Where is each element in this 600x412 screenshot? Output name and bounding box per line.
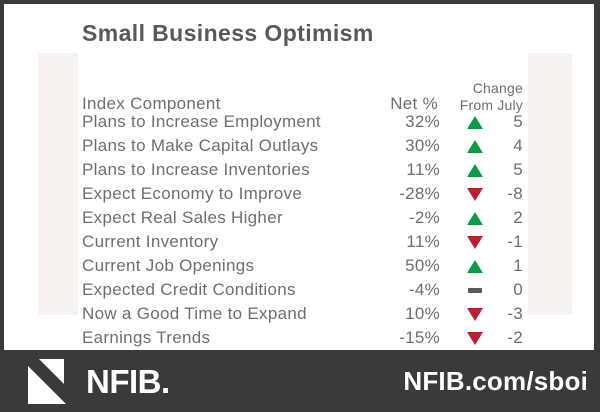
row-change-symbol — [455, 187, 495, 201]
row-change-value: 1 — [513, 256, 523, 275]
index-component-table: Plans to Increase Employment 32% 5 Plans… — [82, 110, 523, 350]
table-row: Expected Credit Conditions -4% 0 — [82, 278, 523, 302]
row-component-label: Now a Good Time to Expand — [82, 304, 307, 323]
row-component-label: Expect Real Sales Higher — [82, 208, 283, 227]
row-component-label: Plans to Make Capital Outlays — [82, 136, 319, 155]
row-change-value: 0 — [513, 280, 523, 299]
table-row: Expect Economy to Improve -28% -8 — [82, 182, 523, 206]
table-row: Now a Good Time to Expand 10% -3 — [82, 302, 523, 326]
down-triangle-icon — [467, 187, 483, 201]
row-component-label: Plans to Increase Inventories — [82, 160, 310, 179]
footer-url-text: NFIB.com/sboi — [403, 365, 588, 396]
row-net-percent-value: 11% — [406, 232, 440, 251]
row-change-symbol — [455, 163, 495, 177]
nfib-logo-icon — [28, 358, 66, 404]
row-net-percent-value: 11% — [406, 160, 440, 179]
frame-border-left — [0, 0, 4, 412]
table-row: Expect Real Sales Higher -2% 2 — [82, 206, 523, 230]
row-net-percent-value: -2% — [408, 208, 440, 227]
row-change-symbol — [455, 115, 495, 129]
up-triangle-icon — [467, 163, 483, 177]
row-change-value: -1 — [507, 232, 523, 251]
row-change-symbol — [455, 235, 495, 249]
footer-bar: NFIB. NFIB.com/sboi — [0, 350, 600, 412]
page-title: Small Business Optimism — [82, 20, 374, 46]
up-triangle-icon — [467, 139, 483, 153]
row-component-label: Earnings Trends — [82, 328, 211, 347]
up-triangle-icon — [467, 259, 483, 273]
up-triangle-icon — [467, 211, 483, 225]
row-change-value: -8 — [507, 184, 523, 203]
column-header-net-percent: Net % — [390, 94, 438, 113]
row-component-label: Expected Credit Conditions — [82, 280, 296, 299]
row-net-percent-value: 30% — [405, 136, 440, 155]
row-change-symbol — [455, 139, 495, 153]
column-header-change-line2: From July — [459, 97, 523, 113]
row-change-symbol — [455, 307, 495, 321]
column-header-change-from-july: Change From July — [438, 80, 523, 114]
dash-icon — [468, 287, 482, 293]
up-triangle-icon — [467, 115, 483, 129]
row-change-symbol — [455, 331, 495, 345]
down-triangle-icon — [467, 235, 483, 249]
table-row: Current Inventory 11% -1 — [82, 230, 523, 254]
row-component-label: Current Inventory — [82, 232, 219, 251]
row-component-label: Expect Economy to Improve — [82, 184, 303, 203]
row-net-percent-value: -15% — [399, 328, 440, 347]
table-row: Plans to Increase Inventories 11% 5 — [82, 158, 523, 182]
row-change-value: 2 — [513, 208, 523, 227]
table-header: Index Component Net % Change From July — [82, 76, 523, 114]
row-change-value: 4 — [513, 136, 523, 155]
row-change-value: 5 — [513, 112, 523, 131]
table-row: Current Job Openings 50% 1 — [82, 254, 523, 278]
row-change-symbol — [455, 259, 495, 273]
row-net-percent-value: -4% — [408, 280, 440, 299]
row-component-label: Current Job Openings — [82, 256, 255, 275]
row-change-value: -2 — [507, 328, 523, 347]
row-change-symbol — [455, 211, 495, 225]
down-triangle-icon — [467, 307, 483, 321]
column-header-component: Index Component — [82, 94, 221, 113]
row-change-value: -3 — [507, 304, 523, 323]
right-accent-panel — [528, 53, 572, 315]
table-row: Plans to Make Capital Outlays 30% 4 — [82, 134, 523, 158]
table-row: Earnings Trends -15% -2 — [82, 326, 523, 350]
table-row: Plans to Increase Employment 32% 5 — [82, 110, 523, 134]
nfib-brand: NFIB. — [28, 358, 170, 404]
down-triangle-icon — [467, 331, 483, 345]
row-net-percent-value: -28% — [399, 184, 440, 203]
nfib-wordmark: NFIB. — [86, 362, 170, 400]
row-net-percent-value: 10% — [405, 304, 440, 323]
frame-border-top — [0, 0, 600, 4]
row-change-symbol — [455, 287, 495, 293]
row-component-label: Plans to Increase Employment — [82, 112, 321, 131]
left-accent-panel — [38, 53, 78, 315]
row-net-percent-value: 50% — [405, 256, 440, 275]
row-net-percent-value: 32% — [405, 112, 440, 131]
frame-border-right — [594, 0, 600, 412]
row-change-value: 5 — [513, 160, 523, 179]
column-header-change-line1: Change — [472, 80, 523, 96]
